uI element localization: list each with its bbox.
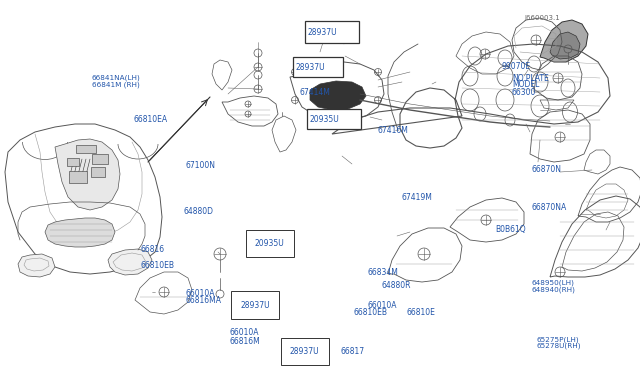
Text: 66870NA: 66870NA bbox=[531, 203, 566, 212]
Text: 66300: 66300 bbox=[512, 88, 536, 97]
Text: 648950(LH): 648950(LH) bbox=[531, 279, 574, 286]
Text: 66816: 66816 bbox=[141, 246, 165, 254]
Polygon shape bbox=[45, 218, 115, 247]
Text: 65278U(RH): 65278U(RH) bbox=[536, 343, 581, 349]
Text: 64880D: 64880D bbox=[183, 207, 213, 216]
Text: J660003.1: J660003.1 bbox=[525, 15, 561, 21]
Polygon shape bbox=[310, 81, 366, 110]
Text: 66810EA: 66810EA bbox=[133, 115, 167, 124]
Text: 66817: 66817 bbox=[340, 347, 365, 356]
Text: 66010A: 66010A bbox=[229, 328, 259, 337]
Text: 99070E: 99070E bbox=[501, 62, 531, 71]
Polygon shape bbox=[540, 20, 588, 62]
Text: B0B61Q: B0B61Q bbox=[495, 225, 526, 234]
Text: 66010A: 66010A bbox=[368, 301, 397, 310]
Text: 67414M: 67414M bbox=[300, 88, 330, 97]
Text: 28937U: 28937U bbox=[308, 28, 338, 36]
Text: 66810EB: 66810EB bbox=[141, 262, 175, 270]
Polygon shape bbox=[550, 32, 580, 59]
FancyBboxPatch shape bbox=[307, 109, 361, 129]
Text: 20935U: 20935U bbox=[255, 239, 284, 248]
Polygon shape bbox=[18, 254, 55, 277]
Polygon shape bbox=[55, 139, 120, 210]
FancyBboxPatch shape bbox=[305, 21, 359, 43]
FancyBboxPatch shape bbox=[293, 57, 343, 77]
Text: 66810EB: 66810EB bbox=[354, 308, 388, 317]
Text: 65275P(LH): 65275P(LH) bbox=[536, 336, 579, 343]
Text: 66010A: 66010A bbox=[186, 289, 215, 298]
Text: 28937U: 28937U bbox=[241, 301, 270, 310]
Text: 66841NA(LH): 66841NA(LH) bbox=[92, 75, 140, 81]
Text: 648940(RH): 648940(RH) bbox=[531, 286, 575, 293]
Text: 66810E: 66810E bbox=[406, 308, 435, 317]
Bar bbox=[67, 158, 79, 166]
Bar bbox=[92, 154, 108, 164]
Text: 64880R: 64880R bbox=[381, 281, 411, 290]
Text: MODEL: MODEL bbox=[512, 80, 540, 89]
Text: 66816M: 66816M bbox=[229, 337, 260, 346]
Text: 28937U: 28937U bbox=[296, 62, 326, 71]
Polygon shape bbox=[108, 249, 152, 275]
Text: 66870N: 66870N bbox=[531, 165, 561, 174]
Text: 67419M: 67419M bbox=[401, 193, 432, 202]
Bar bbox=[69, 171, 87, 183]
Bar bbox=[76, 145, 96, 153]
Text: 67416M: 67416M bbox=[378, 126, 408, 135]
Text: 28937U: 28937U bbox=[290, 347, 319, 356]
Text: NO.PLATE: NO.PLATE bbox=[512, 74, 548, 83]
Bar bbox=[91, 167, 105, 177]
Text: 66816MA: 66816MA bbox=[186, 296, 221, 305]
Text: 66841M (RH): 66841M (RH) bbox=[92, 81, 140, 88]
Text: 66834M: 66834M bbox=[368, 268, 399, 277]
Text: 67100N: 67100N bbox=[186, 161, 216, 170]
Text: 20935U: 20935U bbox=[310, 115, 340, 124]
